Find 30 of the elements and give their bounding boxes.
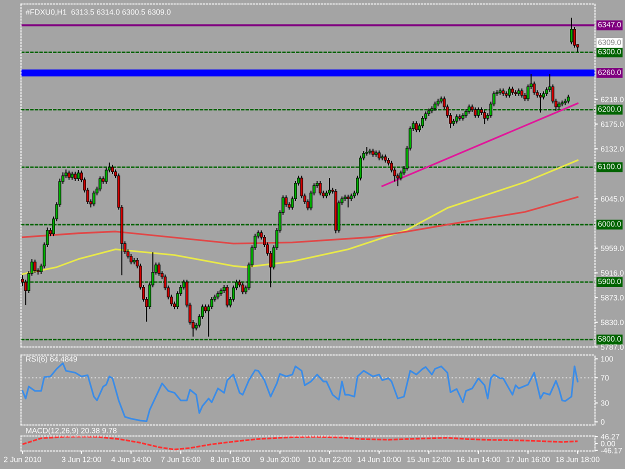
- candlestick: [455, 114, 458, 124]
- candlestick: [74, 171, 77, 182]
- candlestick: [474, 106, 477, 118]
- candlestick: [226, 284, 229, 308]
- candlestick: [241, 282, 244, 295]
- line-series: [22, 362, 578, 422]
- candlestick: [346, 194, 350, 208]
- candlestick: [378, 150, 381, 161]
- candlestick: [538, 92, 542, 114]
- candlestick: [130, 253, 133, 265]
- line-series: [22, 436, 578, 450]
- candlestick: [483, 110, 486, 125]
- candlestick: [434, 101, 436, 112]
- candlestick: [414, 120, 418, 133]
- candlestick: [158, 262, 160, 276]
- candlestick: [68, 170, 71, 180]
- candlestick: [98, 176, 102, 192]
- candlestick: [476, 106, 480, 118]
- candlestick: [570, 17, 573, 45]
- candlestick: [508, 86, 511, 98]
- candlestick: [328, 178, 331, 196]
- candlestick: [76, 170, 80, 182]
- candlestick: [468, 104, 471, 114]
- candlestick: [520, 88, 524, 98]
- candlestick: [111, 164, 114, 175]
- line-series: [22, 196, 578, 244]
- candlestick: [421, 116, 424, 129]
- candlestick: [34, 259, 36, 274]
- line-series: [22, 159, 578, 275]
- candlestick: [92, 190, 96, 207]
